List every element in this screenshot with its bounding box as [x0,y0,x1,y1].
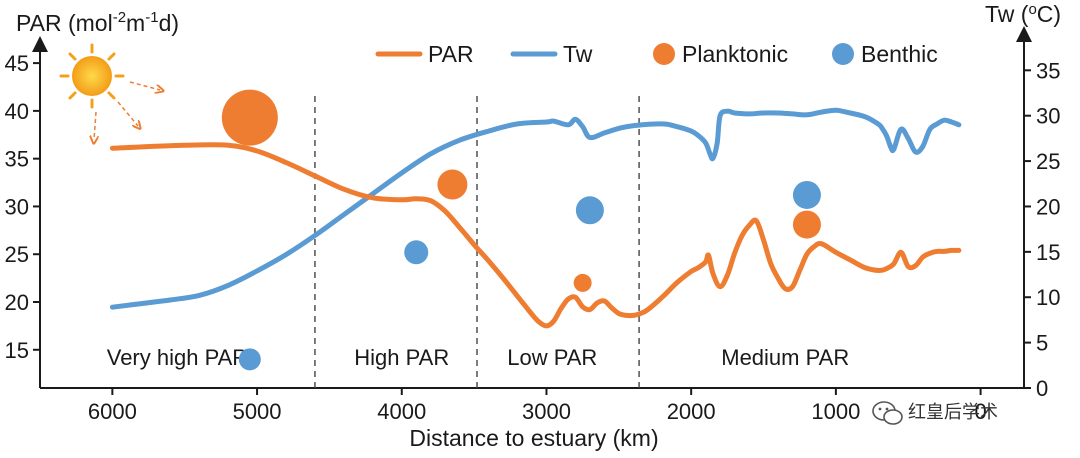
x-tick-label: 3000 [522,399,571,424]
x-tick-label: 2000 [667,399,716,424]
right-tick-label: 10 [1036,285,1060,310]
right-tick-label: 20 [1036,194,1060,219]
wechat-icon [872,401,903,425]
region-dividers [314,96,640,388]
point-benthic [404,240,429,265]
x-tick-label: 6000 [88,399,137,424]
legend-item-tw: Tw [510,41,593,67]
right-tick-label: 35 [1036,58,1060,83]
point-benthic [575,196,604,225]
right-tick-label: 15 [1036,240,1060,265]
left-tick-label: 45 [5,51,29,76]
series-line-par [109,142,962,329]
point-planktonic [437,169,468,200]
legend: PAR Tw Planktonic Benthic [375,41,938,67]
right-tick-label: 25 [1036,149,1060,174]
legend-item-planktonic: Planktonic [653,41,788,67]
left-tick-label: 15 [5,338,29,363]
x-tick-label: 0 [974,399,986,424]
left-tick-label: 25 [5,242,29,267]
watermark-text: 红皇后学术 [908,402,998,423]
right-tick-label: 0 [1036,376,1048,401]
svg-text:Benthic: Benthic [861,41,938,67]
right-tick-label: 5 [1036,331,1048,356]
left-tick-label: 30 [5,194,29,219]
region-label: High PAR [354,345,449,370]
left-tick-label: 20 [5,290,29,315]
legend-item-benthic: Benthic [832,41,938,67]
left-tick-label: 35 [5,147,29,172]
legend-item-par: PAR [375,41,474,67]
scatter-points [221,89,821,371]
x-tick-label: 1000 [811,399,860,424]
axes [32,26,1032,389]
x-ticks: 6000 5000 4000 3000 2000 1000 0 [88,388,987,424]
x-tick-label: 4000 [377,399,426,424]
series-lines [109,107,962,329]
left-axis-title: PAR (mol-2m-1d) [16,9,179,36]
series-line-tw [109,107,962,310]
right-ticks: 0 5 10 15 20 25 30 35 [1024,58,1060,401]
region-label: Low PAR [507,345,597,370]
svg-text:Tw: Tw [563,41,593,67]
point-planktonic [792,210,821,239]
left-ticks: 15 20 25 30 35 40 45 [5,51,40,363]
x-tick-label: 5000 [233,399,282,424]
region-label: Medium PAR [721,345,849,370]
region-labels: Very high PAR High PAR Low PAR Medium PAR [107,345,849,370]
region-label: Very high PAR [107,345,248,370]
svg-text:PAR: PAR [428,41,474,67]
x-axis-title: Distance to estuary (km) [409,425,658,451]
watermark: 红皇后学术 [872,401,998,425]
right-tick-label: 30 [1036,104,1060,129]
point-planktonic [573,273,592,292]
left-tick-label: 40 [5,99,29,124]
point-benthic [238,348,261,371]
point-benthic [792,180,821,209]
svg-text:Planktonic: Planktonic [682,41,788,67]
sun-icon [59,43,160,140]
right-axis-title: Tw (oC) [985,1,1061,27]
point-planktonic [221,89,278,146]
